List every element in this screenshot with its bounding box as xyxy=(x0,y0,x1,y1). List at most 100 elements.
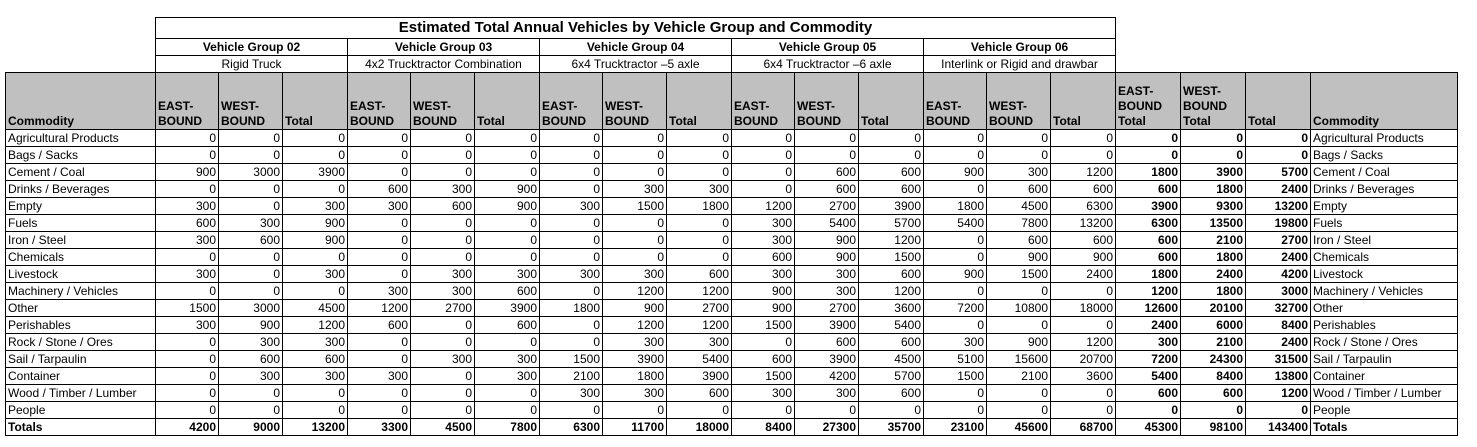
value-cell: 0 xyxy=(474,384,540,402)
vehicle-group-description: 6x4 Trucktractor –6 axle xyxy=(731,55,924,73)
value-cell: 1800 xyxy=(666,197,732,215)
value-cell: 600 xyxy=(218,231,283,249)
value-cell: 0 xyxy=(986,129,1051,147)
value-cell: 0 xyxy=(474,333,540,351)
value-cell: 0 xyxy=(218,401,283,419)
value-cell: 300 xyxy=(731,231,795,249)
value-cell: 1200 xyxy=(282,316,348,334)
table-row: Machinery / Vehicles 0 0 0 300 300 600 0 1200 120… xyxy=(5,282,1458,300)
value-cell: 900 xyxy=(218,316,283,334)
value-cell: 300 xyxy=(155,265,219,283)
value-cell: 0 xyxy=(155,367,219,385)
value-cell: 8400 xyxy=(1180,367,1246,385)
value-cell: 0 xyxy=(731,333,795,351)
commodity-label: Chemicals xyxy=(1310,248,1458,266)
value-cell: 3900 xyxy=(794,316,859,334)
value-cell: 600 xyxy=(858,384,924,402)
value-cell: 300 xyxy=(666,333,732,351)
value-cell: 900 xyxy=(923,163,987,181)
value-cell: 1800 xyxy=(1180,180,1246,198)
value-cell: 0 xyxy=(347,248,411,266)
value-cell: 0 xyxy=(1245,146,1311,164)
value-cell: 2100 xyxy=(986,367,1051,385)
value-cell: 1200 xyxy=(1050,333,1116,351)
value-cell: 300 xyxy=(1115,333,1181,351)
value-cell: 0 xyxy=(410,214,475,232)
value-cell: 300 xyxy=(539,384,603,402)
value-cell: 13200 xyxy=(1245,197,1311,215)
value-cell: 0 xyxy=(539,129,603,147)
value-cell: 300 xyxy=(986,163,1051,181)
value-cell: 300 xyxy=(347,367,411,385)
value-cell: 5700 xyxy=(858,367,924,385)
value-cell: 600 xyxy=(986,180,1051,198)
value-cell: 0 xyxy=(539,214,603,232)
value-cell: 0 xyxy=(731,180,795,198)
value-cell: 0 xyxy=(602,214,667,232)
commodity-label: Iron / Steel xyxy=(5,231,156,249)
table-row: Chemicals 0 0 0 0 0 0 0 0 0 600 900 1500 0 900 900 600 18… xyxy=(5,248,1458,266)
value-cell: 0 xyxy=(923,146,987,164)
value-cell: 900 xyxy=(794,231,859,249)
value-cell: 300 xyxy=(410,265,475,283)
value-cell: 1200 xyxy=(347,299,411,317)
column-header: Total xyxy=(1050,72,1116,130)
column-header: EAST-BOUND xyxy=(923,72,987,130)
value-cell: 0 xyxy=(602,231,667,249)
commodity-label: Machinery / Vehicles xyxy=(5,282,156,300)
value-cell: 600 xyxy=(347,316,411,334)
table-row: Cement / Coal 900 3000 3900 0 0 0 0 0 0 0 600 600 900… xyxy=(5,163,1458,181)
value-cell: 0 xyxy=(282,146,348,164)
column-header: Total xyxy=(282,72,348,130)
blank-cell xyxy=(6,56,156,73)
value-cell: 600 xyxy=(347,180,411,198)
value-cell: 0 xyxy=(602,146,667,164)
value-cell: 0 xyxy=(1180,401,1246,419)
value-cell: 0 xyxy=(474,146,540,164)
value-cell: 0 xyxy=(347,401,411,419)
value-cell: 600 xyxy=(1115,231,1181,249)
value-cell: 600 xyxy=(858,180,924,198)
value-cell: 300 xyxy=(923,333,987,351)
value-cell: 2100 xyxy=(1180,231,1246,249)
value-cell: 300 xyxy=(282,367,348,385)
value-cell: 900 xyxy=(986,333,1051,351)
column-header: EAST-BOUND xyxy=(539,72,603,130)
value-cell: 1800 xyxy=(923,197,987,215)
value-cell: 0 xyxy=(410,384,475,402)
value-cell: 3600 xyxy=(1050,367,1116,385)
column-header: Total xyxy=(666,72,732,130)
vehicle-group-heading: Vehicle Group 05 xyxy=(731,38,924,56)
commodity-label: Rock / Stone / Ores xyxy=(5,333,156,351)
value-cell: 0 xyxy=(539,163,603,181)
value-cell: 0 xyxy=(410,401,475,419)
vehicle-commodity-table: Estimated Total Annual Vehicles by Vehic… xyxy=(5,17,1458,436)
value-cell: 4500 xyxy=(986,197,1051,215)
commodity-label: Wood / Timber / Lumber xyxy=(1310,384,1458,402)
value-cell: 600 xyxy=(1115,180,1181,198)
value-cell: 0 xyxy=(347,265,411,283)
value-cell: 0 xyxy=(602,129,667,147)
value-cell: 0 xyxy=(539,180,603,198)
value-cell: 0 xyxy=(218,282,283,300)
value-cell: 6300 xyxy=(539,418,603,436)
value-cell: 0 xyxy=(282,384,348,402)
value-cell: 9300 xyxy=(1180,197,1246,215)
value-cell: 1800 xyxy=(1115,163,1181,181)
value-cell: 0 xyxy=(986,282,1051,300)
vehicle-group-description: Rigid Truck xyxy=(155,55,348,73)
value-cell: 0 xyxy=(923,401,987,419)
value-cell: 4500 xyxy=(858,350,924,368)
value-cell: 0 xyxy=(474,248,540,266)
value-cell: 1800 xyxy=(1180,282,1246,300)
value-cell: 4200 xyxy=(1245,265,1311,283)
value-cell: 0 xyxy=(282,282,348,300)
value-cell: 13200 xyxy=(1050,214,1116,232)
value-cell: 0 xyxy=(1050,146,1116,164)
value-cell: 0 xyxy=(347,333,411,351)
table-row: Bags / Sacks 0 0 0 0 0 0 0 0 0 0 0 0 0 0 0 0 0 0 Bags / Sac… xyxy=(5,146,1458,164)
column-header: WEST-BOUND xyxy=(602,72,667,130)
value-cell: 2400 xyxy=(1245,333,1311,351)
value-cell: 0 xyxy=(155,384,219,402)
value-cell: 0 xyxy=(602,248,667,266)
